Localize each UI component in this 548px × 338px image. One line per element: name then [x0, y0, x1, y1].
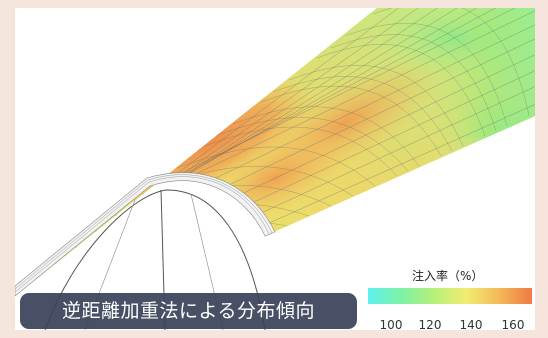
tunnel-wall-lines [15, 174, 273, 293]
color-scale-bar [368, 288, 532, 304]
tunnel-heatmap [15, 8, 535, 330]
diagram-panel [15, 8, 535, 330]
tunnel-wall [15, 172, 276, 297]
scale-tick-100: 100 [379, 318, 403, 332]
legend-title: 注入率（%） [412, 269, 484, 283]
scale-tick-140: 140 [459, 318, 483, 332]
caption-label: 逆距離加重法による分布傾向 [20, 293, 357, 329]
scale-tick-160: 160 [501, 318, 525, 332]
scale-tick-120: 120 [418, 318, 442, 332]
